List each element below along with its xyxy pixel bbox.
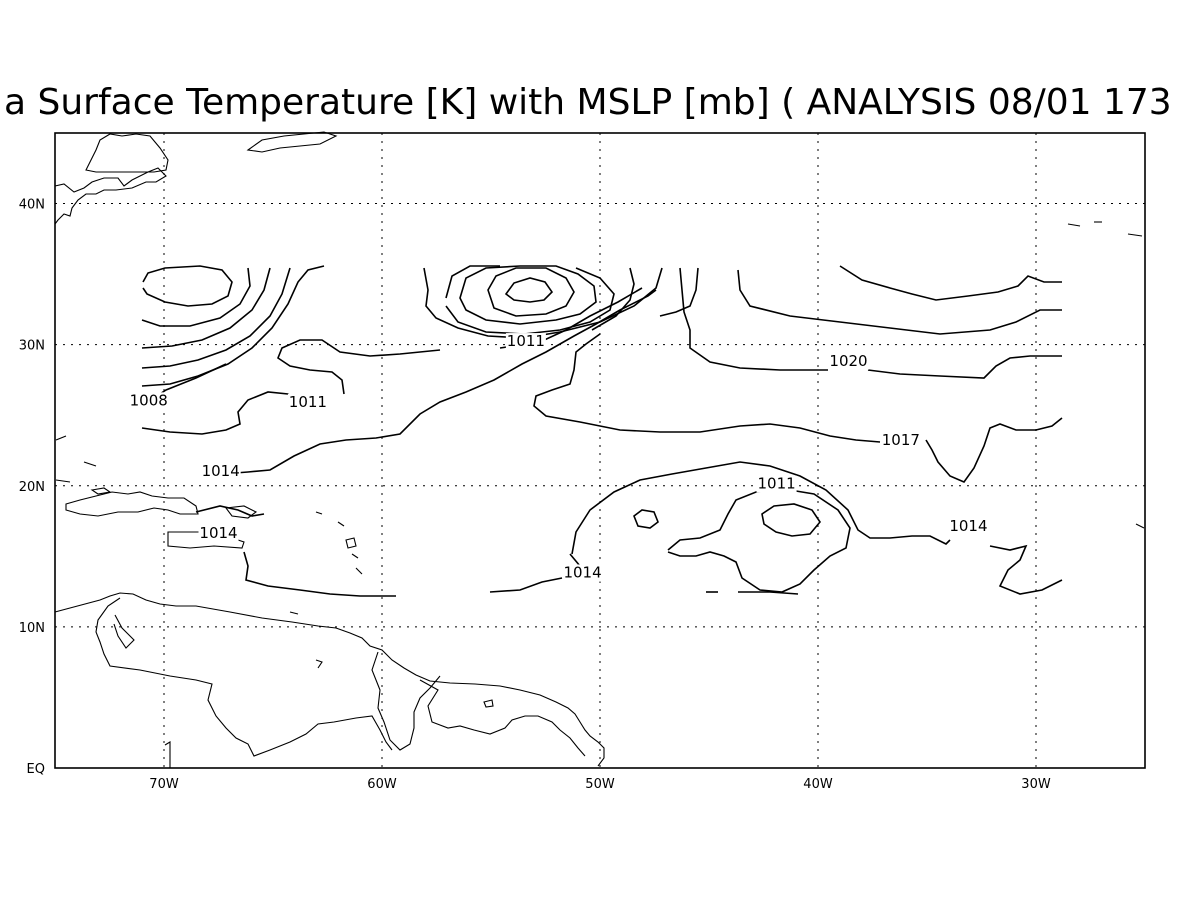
- contour-label: 1020: [829, 352, 867, 370]
- contour-label-background: [828, 352, 869, 370]
- contour-label: 1008: [130, 391, 168, 409]
- contour-label-background: [505, 333, 546, 351]
- axis-tick-labels: 70W 60W 50W 40W 30W EQ 10N 20N 30N 40N: [19, 198, 1051, 792]
- contour-label: 1014: [199, 524, 237, 542]
- map-frame: [54, 132, 1146, 769]
- contour-label-background: [198, 524, 239, 542]
- y-tick-label: EQ: [27, 762, 45, 777]
- contour-label-background: [948, 517, 989, 535]
- y-tick-label: 40N: [19, 198, 45, 213]
- y-tick-label: 20N: [19, 480, 45, 495]
- contour-label-background: [128, 392, 169, 410]
- coastlines: [54, 131, 1145, 768]
- contour-label: 1017: [882, 431, 920, 449]
- mslp-contours: [141, 265, 1063, 597]
- contour-label: 1014: [202, 462, 240, 480]
- contour-label-background: [200, 462, 241, 480]
- y-tick-label: 30N: [19, 339, 45, 354]
- x-tick-label: 50W: [585, 777, 615, 792]
- x-tick-label: 70W: [149, 777, 179, 792]
- x-tick-label: 30W: [1021, 777, 1051, 792]
- chart-title: a Surface Temperature [K] with MSLP [mb]…: [4, 82, 1172, 123]
- y-tick-label: 10N: [19, 621, 45, 636]
- x-tick-label: 40W: [803, 777, 833, 792]
- contour-label-background: [880, 431, 921, 449]
- x-tick-label: 60W: [367, 777, 397, 792]
- contour-label: 1014: [949, 517, 987, 535]
- contour-label: 1014: [563, 564, 601, 582]
- contour-labels: 1008 1011 1011 1020 1017 1014 1014 1014 1011 1014: [128, 332, 989, 582]
- contour-label: 1011: [507, 332, 545, 350]
- contour-label-background: [562, 564, 603, 582]
- contour-label: 1011: [757, 475, 795, 493]
- contour-label-background: [756, 475, 797, 493]
- contour-label: 1011: [289, 393, 327, 411]
- graticule: [55, 133, 1145, 768]
- contour-label-background: [287, 393, 328, 411]
